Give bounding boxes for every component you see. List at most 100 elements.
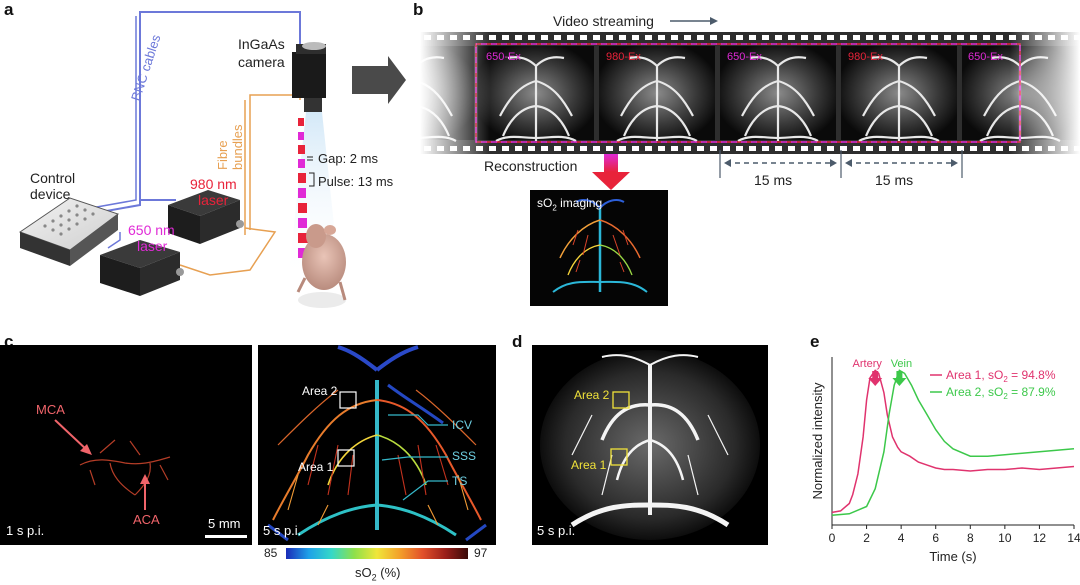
sprocket-hole bbox=[931, 35, 938, 40]
sprocket-hole bbox=[970, 35, 977, 40]
laser650-label-1: 650 nm bbox=[128, 222, 175, 238]
frame-label-3: 650-Ex bbox=[727, 51, 762, 63]
sprocket-hole bbox=[684, 146, 691, 151]
sprocket-hole bbox=[528, 146, 535, 151]
sprocket-hole bbox=[983, 146, 990, 151]
interval-label-2: 15 ms bbox=[875, 172, 914, 188]
frame-label-5: 650-Ex bbox=[968, 51, 1003, 63]
area2-label-d: Area 2 bbox=[574, 388, 610, 402]
sprocket-hole bbox=[710, 146, 717, 151]
x-tick-label: 12 bbox=[1033, 531, 1047, 545]
sprocket-hole bbox=[853, 146, 860, 151]
sprocket-hole bbox=[593, 35, 600, 40]
time-label-5s-c: 5 s p.i. bbox=[263, 523, 302, 538]
film-frame bbox=[720, 46, 836, 143]
x-tick-label: 4 bbox=[898, 531, 905, 545]
sprocket-hole bbox=[801, 35, 808, 40]
sprocket-hole bbox=[918, 146, 925, 151]
panel-d-image bbox=[532, 345, 768, 545]
ts-label: TS bbox=[452, 474, 468, 488]
vein-arrow-stem bbox=[896, 371, 903, 378]
reconstruction-label: Reconstruction bbox=[484, 158, 578, 174]
artery-arrow-head bbox=[868, 378, 883, 386]
panel-letter-a: a bbox=[4, 0, 14, 19]
sprocket-hole bbox=[879, 146, 886, 151]
sprocket-hole bbox=[905, 146, 912, 151]
mca-label: MCA bbox=[36, 402, 65, 417]
sprocket-hole bbox=[840, 35, 847, 40]
vein-arrow-head bbox=[892, 378, 907, 386]
sprocket-hole bbox=[775, 35, 782, 40]
sprocket-hole bbox=[671, 35, 678, 40]
scale-bar-label: 5 mm bbox=[208, 516, 241, 531]
sprocket-hole bbox=[528, 35, 535, 40]
sprocket-hole bbox=[632, 146, 639, 151]
laser980-label-2: laser bbox=[198, 192, 229, 208]
sprocket-hole bbox=[892, 35, 899, 40]
colorbar-min: 85 bbox=[264, 546, 278, 560]
interval-label-1: 15 ms bbox=[754, 172, 793, 188]
series-line-1 bbox=[831, 369, 1075, 514]
sprocket-hole bbox=[957, 35, 964, 40]
time-label-1s: 1 s p.i. bbox=[6, 523, 45, 538]
fibre-label-2: bundles bbox=[230, 124, 245, 170]
legend-label-1: Area 1, sO2 = 94.8% bbox=[946, 368, 1056, 384]
vein-annotation: Vein bbox=[891, 358, 912, 370]
y-axis-label: Normalized intensity bbox=[810, 382, 825, 500]
sprocket-hole bbox=[554, 146, 561, 151]
camera-label-2: camera bbox=[238, 54, 285, 70]
sprocket-hole bbox=[840, 146, 847, 151]
sprocket-hole bbox=[632, 35, 639, 40]
sprocket-hole bbox=[645, 35, 652, 40]
series-line-2 bbox=[831, 369, 1075, 517]
sprocket-hole bbox=[827, 35, 834, 40]
film-frame bbox=[599, 46, 715, 143]
sprocket-hole bbox=[749, 146, 756, 151]
sprocket-hole bbox=[502, 146, 509, 151]
x-tick-label: 10 bbox=[998, 531, 1012, 545]
legend-label-2: Area 2, sO2 = 87.9% bbox=[946, 385, 1056, 401]
sprocket-hole bbox=[944, 146, 951, 151]
x-tick-label: 6 bbox=[932, 531, 939, 545]
sprocket-hole bbox=[567, 146, 574, 151]
sprocket-hole bbox=[671, 146, 678, 151]
sprocket-hole bbox=[697, 35, 704, 40]
sprocket-hole bbox=[645, 146, 652, 151]
frame-label-4: 980-Ex bbox=[848, 51, 883, 63]
area2-label-c: Area 2 bbox=[302, 384, 338, 398]
sprocket-hole bbox=[749, 35, 756, 40]
panel-c-image-so2 bbox=[258, 345, 496, 545]
sprocket-hole bbox=[658, 146, 665, 151]
laser650-label-2: laser bbox=[137, 238, 168, 254]
sprocket-hole bbox=[619, 146, 626, 151]
panel-a-schematic bbox=[18, 11, 406, 308]
frame-label-2: 980-Ex bbox=[606, 51, 641, 63]
sprocket-hole bbox=[619, 35, 626, 40]
aca-label: ACA bbox=[133, 512, 160, 527]
sprocket-hole bbox=[515, 146, 522, 151]
panel-letter-e: e bbox=[810, 332, 820, 351]
sss-label: SSS bbox=[452, 449, 477, 463]
panel-letter-b: b bbox=[413, 0, 424, 19]
sprocket-hole bbox=[723, 35, 730, 40]
artery-annotation: Artery bbox=[853, 358, 883, 370]
sprocket-hole bbox=[593, 146, 600, 151]
sprocket-hole bbox=[554, 35, 561, 40]
pulse-label: Pulse: 13 ms bbox=[318, 174, 394, 189]
x-tick-label: 8 bbox=[967, 531, 974, 545]
sprocket-hole bbox=[567, 35, 574, 40]
film-frame bbox=[841, 46, 957, 143]
sprocket-hole bbox=[658, 35, 665, 40]
sprocket-hole bbox=[515, 35, 522, 40]
sprocket-hole bbox=[905, 35, 912, 40]
icv-label: ICV bbox=[452, 418, 473, 432]
sprocket-hole bbox=[970, 146, 977, 151]
sprocket-hole bbox=[606, 35, 613, 40]
gap-label: Gap: 2 ms bbox=[318, 151, 378, 166]
sprocket-hole bbox=[814, 146, 821, 151]
sprocket-hole bbox=[866, 146, 873, 151]
sprocket-hole bbox=[879, 35, 886, 40]
sprocket-hole bbox=[736, 35, 743, 40]
panel-b-filmstrip bbox=[420, 17, 1080, 306]
sprocket-hole bbox=[775, 146, 782, 151]
